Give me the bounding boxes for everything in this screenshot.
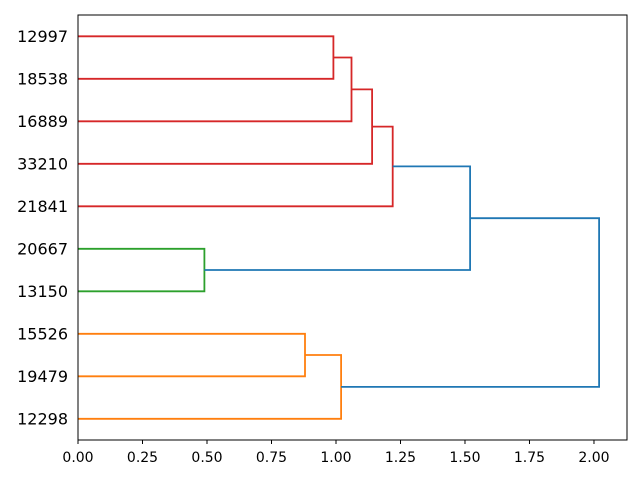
x-tick-label: 0.75 [256,450,287,466]
x-tick-label: 0.25 [127,450,158,466]
leaf-label: 16889 [17,112,68,131]
x-tick-label: 2.00 [578,450,609,466]
leaf-label: 13150 [17,282,68,301]
plot-border [77,14,628,441]
x-tick-label: 1.75 [514,450,545,466]
leaf-label: 33210 [17,154,68,173]
x-tick-label: 0.00 [62,450,93,466]
x-tick-label: 0.50 [191,450,222,466]
leaf-label: 18538 [17,69,68,88]
leaf-label: 19479 [17,367,68,386]
dendrogram-link-blue [341,217,600,388]
x-tick-label: 1.00 [320,450,351,466]
leaf-label: 21841 [17,197,68,216]
x-tick-label: 1.25 [385,450,416,466]
x-tick-label: 1.50 [449,450,480,466]
leaf-label: 12298 [17,409,68,428]
leaf-label: 15526 [17,324,68,343]
leaf-label: 20667 [17,239,68,258]
leaf-label: 12997 [17,27,68,46]
